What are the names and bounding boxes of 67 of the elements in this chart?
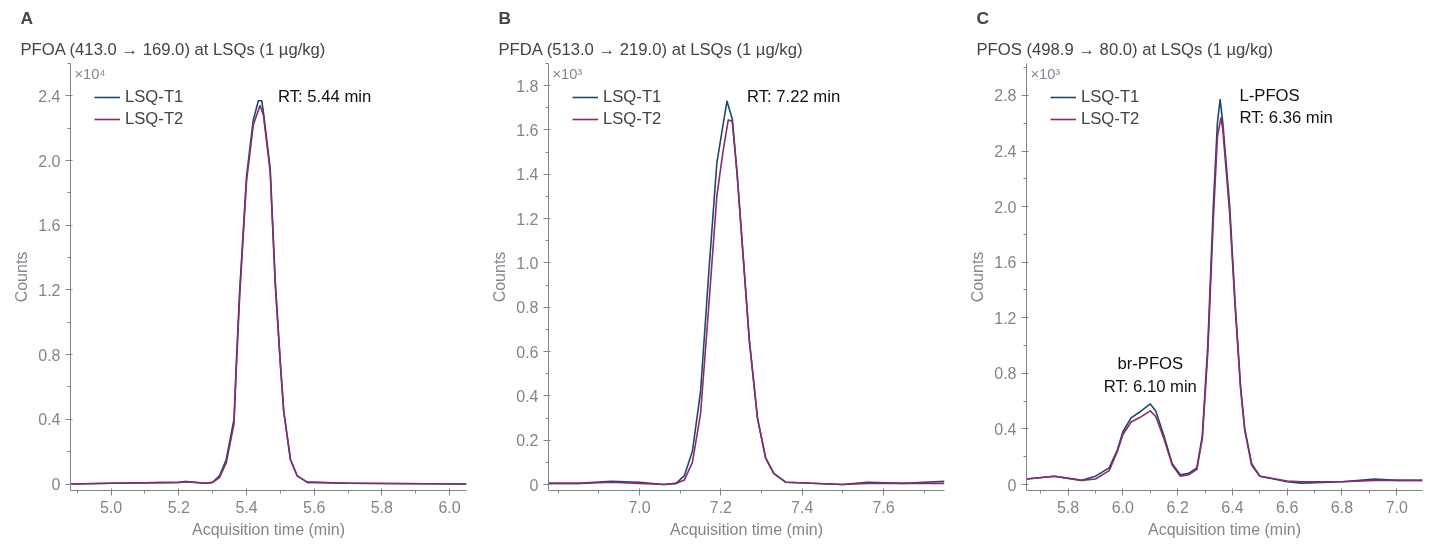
- y-tick-label: 1.6: [994, 254, 1017, 272]
- x-tick-label: 6.2: [1166, 498, 1189, 516]
- y-tick-label: 1.2: [516, 210, 539, 228]
- x-tick-label: 5.8: [1057, 498, 1080, 516]
- legend-label: LSQ-T2: [125, 109, 184, 129]
- x-tick-label: 7.0: [628, 498, 651, 516]
- y-tick-label: 0.8: [38, 346, 61, 364]
- y-tick-label: 0.6: [516, 343, 539, 361]
- x-tick-label: 6.0: [438, 498, 461, 516]
- y-tick-label: 0.4: [516, 387, 539, 405]
- x-axis-title: Acquisition time (min): [192, 520, 345, 538]
- x-tick-label: 5.0: [99, 498, 123, 516]
- legend-label: LSQ-T1: [125, 87, 184, 107]
- chart-title: B: [498, 7, 512, 28]
- x-tick-label: 6.6: [1276, 498, 1299, 516]
- y-tick-label: 0: [529, 476, 539, 494]
- annotation: RT: 5.44 min: [278, 86, 372, 106]
- y-tick-label: 2.4: [38, 87, 61, 105]
- y-tick-label: 1.4: [516, 166, 539, 184]
- legend-label: LSQ-T1: [603, 87, 662, 107]
- annotation: RT: 7.22 min: [747, 87, 841, 107]
- y-tick-label: 2.0: [38, 152, 61, 170]
- y-tick-label: 0.8: [994, 365, 1017, 383]
- y-tick-label: 1.6: [516, 121, 539, 139]
- x-axis-title: Acquisition time (min): [1148, 520, 1301, 538]
- y-tick-label: 0.4: [38, 411, 61, 429]
- annotation: ×10⁴: [74, 65, 106, 82]
- chart-subtitle: PFOS (498.9 → 80.0) at LSQs (1 µg/kg): [976, 39, 1274, 59]
- annotation: ×10³: [552, 65, 583, 82]
- y-axis-title: Counts: [13, 251, 31, 303]
- y-axis-title: Counts: [491, 251, 509, 303]
- x-tick-label: 5.6: [303, 498, 326, 516]
- y-tick-label: 0.4: [994, 420, 1017, 438]
- x-tick-label: 6.0: [1111, 498, 1135, 516]
- y-tick-label: 2.4: [994, 143, 1017, 161]
- annotation: L-PFOS RT: 6.36 min: [1239, 85, 1333, 128]
- legend-label: LSQ-T1: [1081, 87, 1140, 107]
- x-tick-label: 7.6: [872, 498, 895, 516]
- x-tick-label: 6.4: [1221, 498, 1244, 516]
- y-tick-label: 1.2: [38, 281, 61, 299]
- x-tick-label: 7.4: [791, 498, 814, 516]
- y-tick-label: 2.0: [994, 198, 1017, 216]
- x-tick-label: 6.8: [1330, 498, 1354, 516]
- annotation: ×10³: [1030, 65, 1061, 82]
- x-tick-label: 5.4: [235, 498, 258, 516]
- y-tick-label: 1.6: [38, 217, 61, 235]
- chart-title: A: [20, 7, 34, 28]
- y-tick-label: 0: [1007, 476, 1017, 494]
- chart-title: C: [976, 7, 990, 28]
- y-tick-label: 0: [51, 476, 61, 494]
- chart-subtitle: PFDA (513.0 → 219.0) at LSQs (1 µg/kg): [498, 39, 803, 59]
- annotation: br-PFOS RT: 6.10 min: [1103, 354, 1197, 396]
- legend-label: LSQ-T2: [1081, 109, 1140, 129]
- x-tick-label: 7.2: [709, 498, 733, 516]
- x-axis-title: Acquisition time (min): [670, 520, 823, 538]
- y-tick-label: 1.2: [994, 309, 1017, 327]
- y-tick-label: 1.0: [516, 254, 539, 272]
- y-tick-label: 1.8: [516, 77, 539, 95]
- chart-subtitle: PFOA (413.0 → 169.0) at LSQs (1 µg/kg): [20, 39, 326, 59]
- x-tick-label: 5.8: [370, 498, 394, 516]
- x-tick-label: 5.2: [167, 498, 191, 516]
- y-tick-label: 2.8: [994, 87, 1017, 105]
- legend-label: LSQ-T2: [603, 109, 662, 129]
- y-tick-label: 0.2: [516, 432, 539, 450]
- y-axis-title: Counts: [969, 251, 987, 303]
- y-tick-label: 0.8: [516, 299, 539, 317]
- x-tick-label: 7.0: [1385, 498, 1408, 516]
